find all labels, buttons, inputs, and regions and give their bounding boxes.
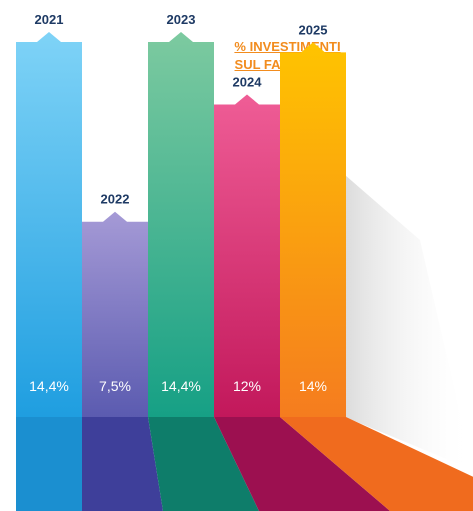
labels: 2021 14,4% 2022 7,5% 2023 14,4% 2024 12% 2025 14%	[29, 12, 327, 394]
bars	[16, 32, 346, 418]
bar-floor-2023	[148, 417, 259, 511]
value-label: 14%	[299, 378, 327, 394]
bar-floor-2024	[214, 417, 390, 511]
category-label: 2024	[233, 75, 263, 90]
category-label: 2022	[101, 192, 130, 207]
value-label: 14,4%	[29, 378, 69, 394]
value-label: 7,5%	[99, 378, 131, 394]
category-label: 2025	[299, 22, 328, 37]
bar-2024	[214, 94, 280, 417]
bar-2022	[82, 211, 148, 417]
bar-2021	[16, 32, 82, 417]
floor-shadows	[16, 175, 473, 511]
wall-shadow	[345, 175, 473, 470]
category-label: 2021	[35, 12, 64, 27]
value-label: 12%	[233, 378, 261, 394]
bar-2023	[148, 32, 214, 417]
bar-floor-2025	[280, 417, 473, 511]
bar-floor-2022	[82, 417, 163, 511]
bar-2025	[280, 42, 346, 418]
bar-floor-2021	[16, 417, 82, 511]
value-label: 14,4%	[161, 378, 201, 394]
category-label: 2023	[167, 12, 196, 27]
